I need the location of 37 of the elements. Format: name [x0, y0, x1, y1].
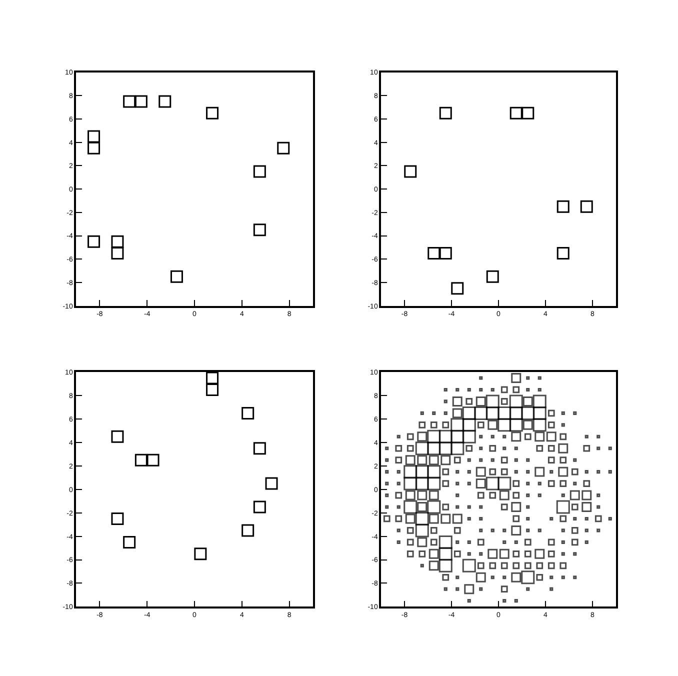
point: [242, 524, 254, 537]
point: [451, 282, 464, 295]
point: [146, 454, 160, 466]
point: [439, 247, 452, 260]
point: [556, 200, 570, 213]
point: [428, 247, 440, 260]
point: [123, 95, 136, 108]
point: [170, 270, 183, 283]
point: [123, 536, 136, 548]
point: [277, 142, 290, 154]
point: [88, 142, 100, 154]
point: [253, 442, 266, 455]
point: [206, 383, 219, 396]
point: [242, 406, 254, 420]
point: [134, 95, 148, 108]
point: [253, 500, 266, 514]
point: [134, 454, 148, 466]
point: [486, 270, 499, 283]
point: [439, 106, 452, 120]
point: [194, 548, 207, 560]
point: [206, 372, 219, 384]
point: [111, 247, 124, 260]
point: [265, 477, 278, 490]
point: [510, 106, 522, 120]
point: [522, 106, 534, 120]
point: [556, 247, 570, 260]
point: [206, 106, 219, 120]
point: [88, 130, 100, 143]
point: [88, 235, 100, 248]
point: [111, 235, 124, 248]
point: [111, 512, 124, 525]
point: [580, 200, 593, 213]
point: [253, 165, 266, 178]
point: [253, 224, 266, 236]
point: [111, 430, 124, 443]
point: [404, 165, 417, 178]
point: [158, 95, 172, 108]
